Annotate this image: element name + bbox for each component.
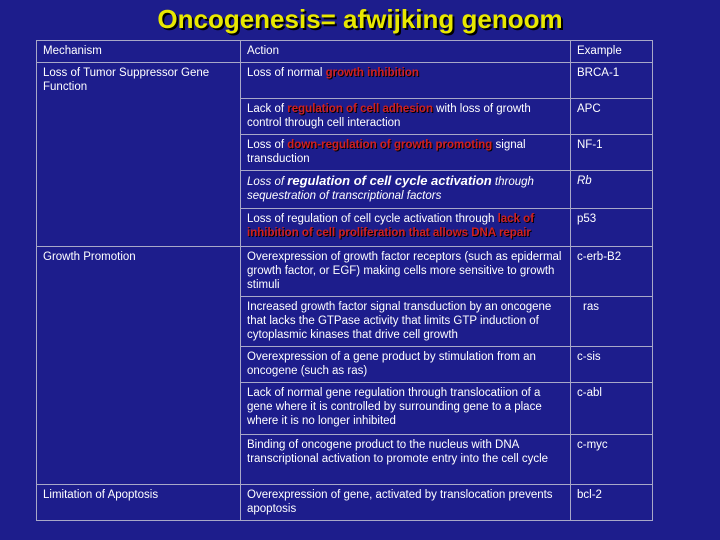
example-cell: Rb xyxy=(570,170,653,209)
example-cell: c-erb-B2 xyxy=(570,246,653,297)
slide-title: Oncogenesis= afwijking genoom xyxy=(157,4,563,34)
header-example: Example xyxy=(570,40,653,63)
group-limitation-apoptosis: Limitation of Apoptosis xyxy=(36,484,241,521)
table-row: Loss of regulation of cell cycle activat… xyxy=(37,170,653,209)
table-row: Loss of Tumor Suppressor Gene Function L… xyxy=(36,62,653,247)
action-cell: Overexpression of a gene product by stim… xyxy=(240,346,571,383)
action-highlight: regulation of cell adhesion xyxy=(287,103,433,115)
action-text: Loss of regulation of cell cycle activat… xyxy=(247,213,498,225)
example-cell: c-sis xyxy=(570,346,653,383)
action-highlight: regulation of cell cycle activation xyxy=(287,173,492,188)
action-cell: Overexpression of gene, activated by tra… xyxy=(240,484,571,521)
action-cell: Increased growth factor signal transduct… xyxy=(240,296,571,347)
action-cell: Loss of down-regulation of growth promot… xyxy=(240,134,571,171)
action-cell: Binding of oncogene product to the nucle… xyxy=(240,434,571,485)
action-cell: Loss of regulation of cell cycle activat… xyxy=(240,208,571,247)
oncogenesis-table: Mechanism Action Example Loss of Tumor S… xyxy=(36,40,653,521)
action-text: Loss of xyxy=(247,139,288,151)
action-cell: Loss of normal growth inhibition xyxy=(240,62,571,99)
action-text: Loss of normal xyxy=(247,67,326,79)
action-highlight: lack of inhibition of cell proliferation… xyxy=(247,213,535,239)
action-text: Lack of xyxy=(247,103,288,115)
group-tumor-suppressor: Loss of Tumor Suppressor Gene Function xyxy=(36,62,241,247)
example-cell: c-abl xyxy=(570,382,653,435)
action-highlight: down-regulation of growth promoting xyxy=(287,139,493,151)
example-cell: NF-1 xyxy=(570,134,653,171)
example-cell: c-myc xyxy=(570,434,653,485)
table-row: Lack of normal gene regulation through t… xyxy=(37,382,653,435)
action-cell: Overexpression of growth factor receptor… xyxy=(240,246,571,297)
action-cell: Lack of normal gene regulation through t… xyxy=(240,382,571,435)
table-row: Overexpression of a gene product by stim… xyxy=(37,346,653,383)
table-row: Loss of regulation of cell cycle activat… xyxy=(37,208,653,247)
header-mechanism: Mechanism xyxy=(36,40,241,63)
table-row: Lack of regulation of cell adhesion with… xyxy=(37,98,653,135)
example-cell: ras xyxy=(570,296,653,347)
action-highlight: growth inhibition xyxy=(325,67,419,79)
table-header-row: Mechanism Action Example xyxy=(36,40,653,63)
table-row: Growth Promotion Overexpression of growt… xyxy=(36,246,653,485)
action-cell: Lack of regulation of cell adhesion with… xyxy=(240,98,571,135)
action-text: with loss of growth control through cell… xyxy=(247,103,531,129)
example-cell: APC xyxy=(570,98,653,135)
example-cell: bcl-2 xyxy=(570,484,653,521)
action-text: Loss of xyxy=(247,176,288,188)
table-row: Increased growth factor signal transduct… xyxy=(37,296,653,347)
group-growth-promotion: Growth Promotion xyxy=(36,246,241,485)
header-action: Action xyxy=(240,40,571,63)
example-cell: p53 xyxy=(570,208,653,247)
action-text: through sequestration of transcriptional… xyxy=(247,176,534,202)
example-cell: BRCA-1 xyxy=(570,62,653,99)
table-row: Limitation of Apoptosis Overexpression o… xyxy=(36,484,653,521)
action-text: signal transduction xyxy=(247,139,526,165)
action-cell: Loss of regulation of cell cycle activat… xyxy=(240,170,571,209)
